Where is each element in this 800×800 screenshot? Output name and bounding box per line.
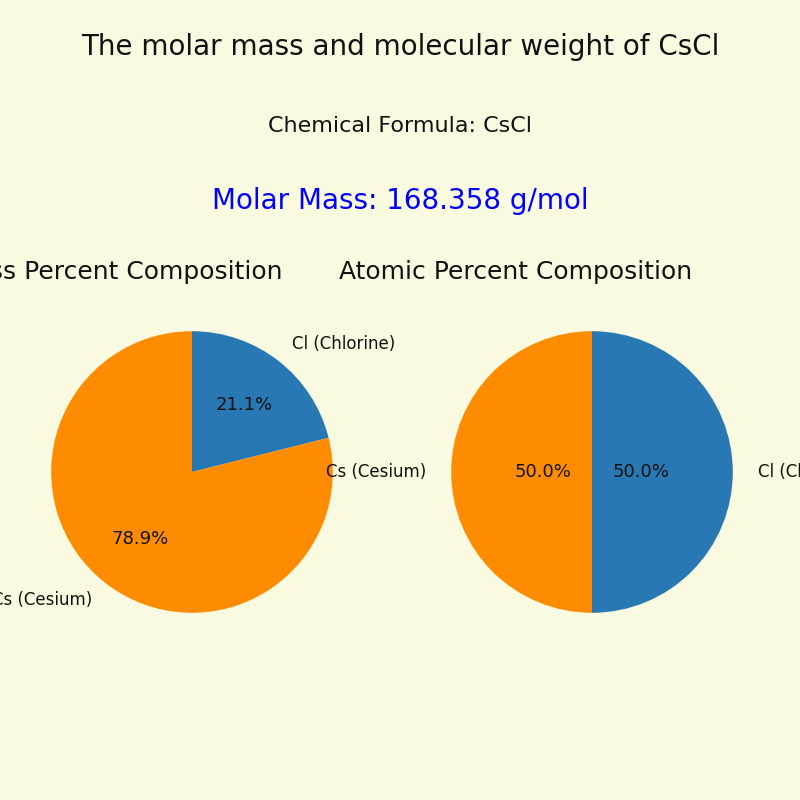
Text: 21.1%: 21.1% — [215, 397, 273, 414]
Text: Cl (Chlorine): Cl (Chlorine) — [758, 463, 800, 481]
Text: Molar Mass: 168.358 g/mol: Molar Mass: 168.358 g/mol — [212, 186, 588, 214]
Wedge shape — [592, 331, 733, 613]
Text: Atomic Percent Composition: Atomic Percent Composition — [338, 260, 692, 284]
Text: Mass Percent Composition: Mass Percent Composition — [0, 260, 282, 284]
Text: 78.9%: 78.9% — [111, 530, 169, 547]
Wedge shape — [451, 331, 592, 613]
Wedge shape — [192, 331, 329, 472]
Wedge shape — [51, 331, 333, 613]
Text: Cs (Cesium): Cs (Cesium) — [326, 463, 426, 481]
Text: 50.0%: 50.0% — [514, 463, 571, 481]
Text: 50.0%: 50.0% — [613, 463, 670, 481]
Text: Cs (Cesium): Cs (Cesium) — [0, 590, 92, 609]
Text: Cl (Chlorine): Cl (Chlorine) — [292, 335, 395, 354]
Text: Chemical Formula: CsCl: Chemical Formula: CsCl — [268, 116, 532, 136]
Text: The molar mass and molecular weight of CsCl: The molar mass and molecular weight of C… — [81, 33, 719, 61]
